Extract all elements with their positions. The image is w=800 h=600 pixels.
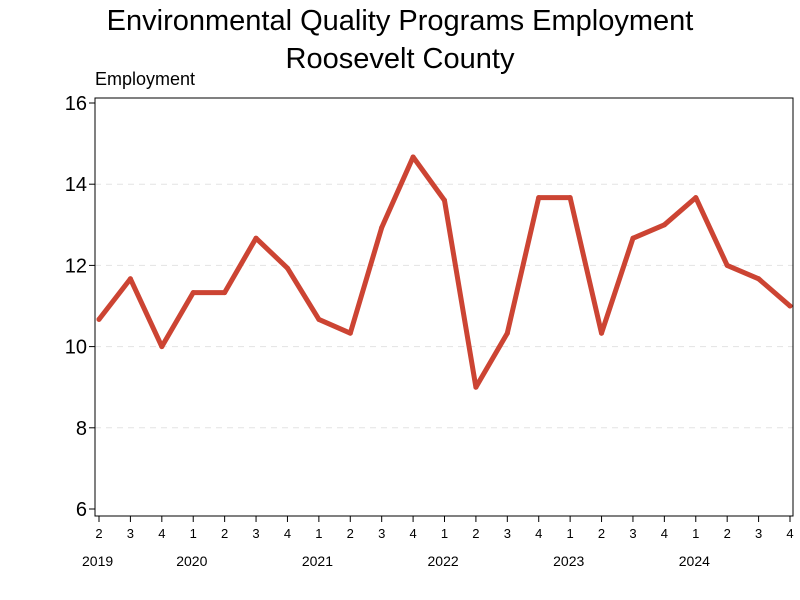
year-label: 2022 (428, 553, 459, 569)
data-point (536, 195, 542, 201)
gridlines (95, 183, 793, 429)
x-tick-label: 1 (441, 526, 448, 541)
data-point (442, 197, 447, 203)
x-tick-label: 3 (755, 526, 762, 541)
data-point (96, 316, 102, 322)
x-tick-label: 4 (158, 526, 165, 541)
data-point (599, 330, 605, 336)
data-point (567, 195, 573, 201)
x-tick-label: 2 (724, 526, 731, 541)
data-point (347, 330, 353, 336)
x-tick-label: 2 (347, 526, 354, 541)
year-label: 2024 (679, 553, 710, 569)
x-tick-label: 4 (535, 526, 542, 541)
data-point (159, 344, 165, 350)
x-tick-label: 3 (629, 526, 636, 541)
series-line (96, 154, 793, 390)
data-point (756, 276, 762, 282)
data-point (284, 265, 290, 271)
x-tick-label: 4 (786, 526, 793, 541)
data-point (473, 384, 479, 390)
data-point (724, 262, 730, 268)
year-label: 2019 (82, 553, 113, 569)
y-tick-label: 16 (65, 93, 87, 115)
data-point (661, 222, 667, 228)
x-tick-label: 4 (409, 526, 416, 541)
y-tick-label: 10 (65, 337, 87, 359)
x-tick-label: 1 (567, 526, 574, 541)
y-tick-label: 8 (76, 418, 87, 440)
data-point (190, 290, 196, 296)
y-axis-ticks: 6 8 10 12 14 16 (65, 93, 95, 521)
x-tick-label: 3 (378, 526, 385, 541)
data-point (410, 154, 416, 160)
x-tick-label: 1 (692, 526, 699, 541)
x-tick-label: 4 (284, 526, 291, 541)
data-point (693, 195, 699, 201)
y-axis-label: Employment (95, 69, 195, 89)
chart-title-line2: Roosevelt County (286, 43, 515, 75)
x-tick-label: 2 (95, 526, 102, 541)
x-tick-label: 3 (504, 526, 511, 541)
year-label: 2020 (176, 553, 207, 569)
data-point (630, 235, 636, 241)
x-axis-years: 2019 2020 2021 2022 2023 2024 (82, 553, 710, 569)
data-point (127, 276, 133, 282)
y-tick-label: 6 (76, 499, 87, 521)
x-tick-label: 2 (472, 526, 479, 541)
data-point (504, 330, 510, 336)
plot-area-frame (94, 97, 794, 517)
chart-title-line1: Environmental Quality Programs Employmen… (107, 5, 694, 37)
data-point (787, 303, 793, 309)
x-axis-ticks: 2 3 4 1 2 3 4 1 2 3 4 1 2 3 4 1 2 3 4 1 2 3 4 (95, 516, 794, 541)
x-tick-label: 1 (315, 526, 322, 541)
x-tick-label: 4 (661, 526, 668, 541)
data-point (316, 316, 322, 322)
data-point (222, 290, 228, 296)
series-group (96, 154, 793, 390)
year-label: 2023 (553, 553, 584, 569)
y-tick-label: 12 (65, 255, 87, 277)
data-point (379, 225, 385, 231)
y-tick-label: 14 (65, 174, 87, 196)
x-tick-label: 3 (127, 526, 134, 541)
data-point (253, 235, 259, 241)
x-tick-label: 2 (598, 526, 605, 541)
year-label: 2021 (302, 553, 333, 569)
x-tick-label: 2 (221, 526, 228, 541)
x-tick-label: 3 (252, 526, 259, 541)
x-tick-label: 1 (190, 526, 197, 541)
